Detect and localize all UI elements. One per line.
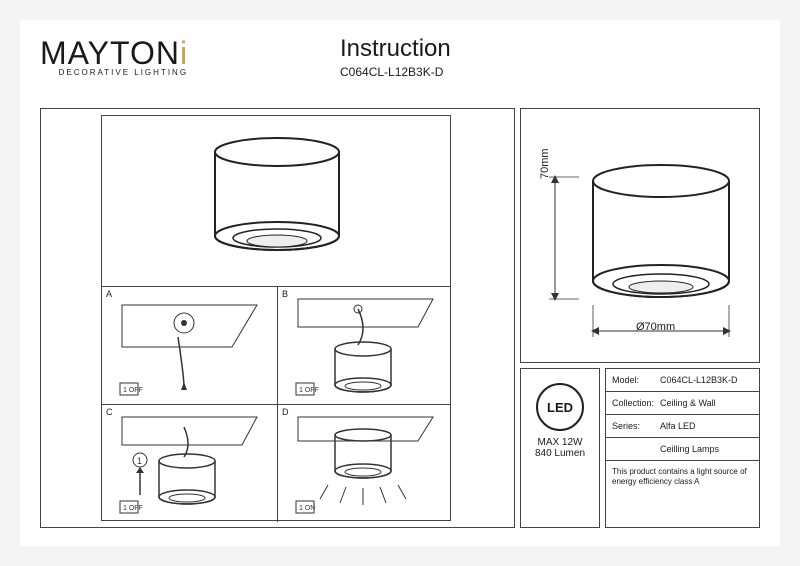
spec-model-v: C064CL-L12B3K-D — [660, 375, 738, 385]
step-d: D — [277, 405, 453, 522]
brand-tagline: DECORATIVE LIGHTING — [40, 68, 188, 77]
svg-text:1 OFF: 1 OFF — [299, 387, 319, 394]
led-frame: LED MAX 12W 840 Lumen — [520, 368, 600, 528]
logo-block: MAYTONi DECORATIVE LIGHTING — [40, 35, 188, 77]
step-d-label: D — [282, 407, 289, 417]
header: MAYTONi DECORATIVE LIGHTING Instruction … — [40, 35, 760, 105]
dim-height: 70mm — [539, 148, 551, 179]
led-badge-icon: LED — [536, 383, 584, 431]
svg-text:1 OFF: 1 OFF — [123, 505, 143, 512]
led-lumen: 840 Lumen — [521, 448, 599, 459]
step-a-label: A — [106, 289, 112, 299]
brand-logo: MAYTONi — [40, 35, 188, 72]
step-c: C 1 1 OFF — [102, 405, 277, 522]
step-a: A 1 OFF — [102, 287, 277, 404]
product-code: C064CL-L12B3K-D — [340, 65, 451, 79]
spec-note: This product contains a light source of … — [606, 461, 759, 494]
svg-text:1 ON: 1 ON — [299, 505, 315, 512]
step-a-icon: 1 OFF — [102, 287, 277, 405]
step-c-label: C — [106, 407, 113, 417]
spec-collection: Collection: Ceiling & Wall — [606, 392, 759, 415]
spec-category-v: Ceilling Lamps — [660, 444, 719, 454]
step-d-icon: 1 ON — [278, 405, 453, 523]
svg-text:1: 1 — [137, 456, 142, 466]
spec-model: Model: C064CL-L12B3K-D — [606, 369, 759, 392]
led-max: MAX 12W — [521, 437, 599, 448]
steps-row-1: A 1 OFF B — [102, 286, 450, 404]
step-c-icon: 1 1 OFF — [102, 405, 277, 523]
dimensions-frame: 70mm Ø70mm — [520, 108, 760, 363]
dim-diameter: Ø70mm — [636, 321, 675, 333]
step-b-label: B — [282, 289, 288, 299]
spec-collection-v: Ceiling & Wall — [660, 398, 716, 408]
svg-text:1 OFF: 1 OFF — [123, 387, 143, 394]
page-title: Instruction — [340, 35, 451, 63]
steps-row-2: C 1 1 OFF — [102, 404, 450, 522]
spec-frame: Model: C064CL-L12B3K-D Collection: Ceili… — [605, 368, 760, 528]
page: MAYTONi DECORATIVE LIGHTING Instruction … — [20, 20, 780, 546]
steps-grid: A 1 OFF B — [101, 115, 451, 521]
title-block: Instruction C064CL-L12B3K-D — [340, 35, 451, 79]
lamp-hero-icon — [102, 116, 452, 286]
led-label: LED — [547, 400, 573, 415]
spec-series-k: Series: — [612, 421, 660, 431]
spec-model-k: Model: — [612, 375, 660, 385]
instruction-frame: A 1 OFF B — [40, 108, 515, 528]
hero-row — [102, 116, 450, 286]
spec-series-v: Alfa LED — [660, 421, 696, 431]
step-b: B 1 OFF — [277, 287, 453, 404]
hero-cell — [102, 116, 452, 286]
step-b-icon: 1 OFF — [278, 287, 453, 405]
spec-series: Series: Alfa LED — [606, 415, 759, 438]
spec-collection-k: Collection: — [612, 398, 660, 408]
spec-category: Ceilling Lamps — [606, 438, 759, 461]
